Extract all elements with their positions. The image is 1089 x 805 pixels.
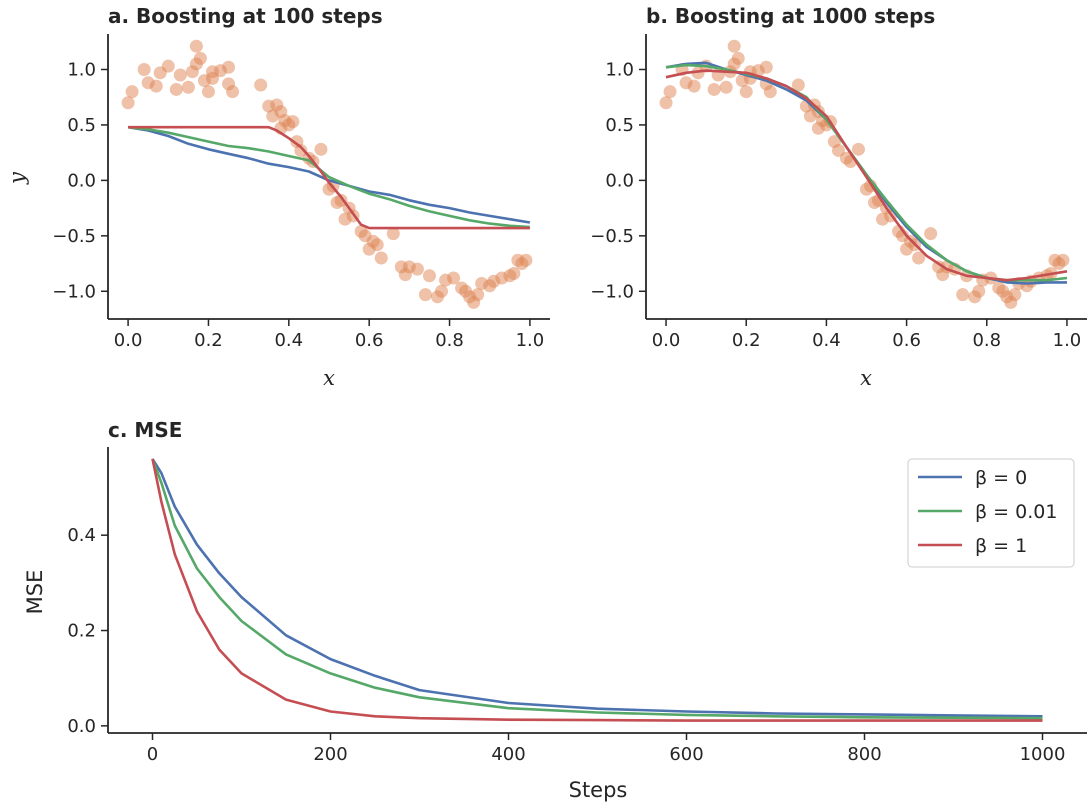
- x-tick-label: 600: [669, 744, 703, 765]
- scatter-point: [226, 85, 239, 98]
- x-tick-label: 1.0: [516, 330, 545, 351]
- scatter-point: [688, 80, 701, 93]
- x-tick-label: 0: [147, 744, 158, 765]
- y-tick-label: 1.0: [67, 59, 96, 80]
- x-tick-label: 0.8: [435, 330, 464, 351]
- x-tick-label: 0.2: [732, 330, 761, 351]
- scatter-point: [126, 85, 139, 98]
- x-tick-label: 200: [313, 744, 347, 765]
- scatter-point: [519, 254, 532, 267]
- scatter-point: [664, 85, 677, 98]
- x-tick-label: 400: [491, 744, 525, 765]
- scatter-point: [222, 61, 235, 74]
- legend-label: β = 0: [975, 467, 1027, 489]
- scatter-point: [122, 96, 135, 109]
- scatter-point: [760, 61, 773, 74]
- scatter-point: [375, 252, 388, 265]
- panel-a-title: a. Boosting at 100 steps: [108, 4, 383, 28]
- y-tick-label: −0.5: [52, 226, 96, 247]
- y-tick-label: 0.5: [605, 115, 634, 136]
- panel-c-title: c. MSE: [108, 418, 182, 442]
- x-tick-label: 0.0: [652, 330, 681, 351]
- x-tick-label: 0.4: [274, 330, 303, 351]
- panel-a-ylabel: y: [5, 171, 29, 185]
- panel-b-xlabel: x: [860, 366, 872, 390]
- scatter-point: [286, 115, 299, 128]
- scatter-point: [150, 80, 163, 93]
- x-tick-label: 0.6: [355, 330, 384, 351]
- scatter-point: [708, 83, 721, 96]
- scatter-point: [423, 269, 436, 282]
- scatter-point: [371, 238, 384, 251]
- panel-c-xlabel: Steps: [569, 778, 628, 802]
- y-tick-label: 0.0: [605, 170, 634, 191]
- x-tick-label: 0.6: [892, 330, 921, 351]
- series-line: [666, 65, 1067, 280]
- panel-a: a. Boosting at 100 steps 0.0 0.2 0.4 0.6 0.8…: [5, 4, 550, 390]
- scatter-point: [194, 52, 207, 65]
- scatter-point: [170, 83, 183, 96]
- scatter-point: [435, 285, 448, 298]
- scatter-point: [1008, 288, 1021, 301]
- legend-label: β = 1: [975, 535, 1027, 557]
- scatter-point: [411, 263, 424, 276]
- scatter-point: [740, 85, 753, 98]
- y-tick-label: −1.0: [52, 281, 96, 302]
- y-tick-label: 0.0: [67, 716, 96, 737]
- scatter-point: [732, 52, 745, 65]
- scatter-point: [852, 143, 865, 156]
- scatter-point: [956, 288, 969, 301]
- scatter-point: [174, 69, 187, 82]
- panel-c-ylabel: MSE: [23, 570, 47, 615]
- scatter-point: [728, 40, 741, 53]
- scatter-point: [138, 63, 151, 76]
- scatter-point: [314, 143, 327, 156]
- scatter-point: [182, 81, 195, 94]
- y-tick-label: −1.0: [590, 281, 634, 302]
- x-tick-label: 0.0: [114, 330, 143, 351]
- x-tick-label: 800: [847, 744, 881, 765]
- x-tick-label: 1000: [1020, 744, 1066, 765]
- x-tick-label: 0.4: [812, 330, 841, 351]
- legend: β = 0 β = 0.01 β = 1: [908, 459, 1074, 567]
- y-tick-label: 1.0: [605, 59, 634, 80]
- scatter-point: [720, 81, 733, 94]
- x-tick-label: 0.2: [194, 330, 223, 351]
- x-tick-label: 0.8: [972, 330, 1001, 351]
- scatter-point: [162, 60, 175, 73]
- legend-label: β = 0.01: [975, 501, 1057, 523]
- series-line: [666, 71, 1067, 281]
- panel-b: b. Boosting at 1000 steps 0.0 0.2 0.4 0.6 0.…: [590, 4, 1087, 390]
- scatter-point: [471, 288, 484, 301]
- scatter-point: [660, 96, 673, 109]
- scatter-point: [190, 40, 203, 53]
- scatter-point: [972, 285, 985, 298]
- y-tick-label: 0.5: [67, 115, 96, 136]
- scatter-point: [419, 288, 432, 301]
- scatter-point: [764, 85, 777, 98]
- scatter-point: [1056, 254, 1069, 267]
- y-tick-label: 0.0: [67, 170, 96, 191]
- panel-b-title: b. Boosting at 1000 steps: [646, 4, 935, 28]
- y-tick-label: 0.4: [67, 525, 96, 546]
- y-tick-label: −0.5: [590, 226, 634, 247]
- scatter-point: [202, 85, 215, 98]
- y-tick-label: 0.2: [67, 621, 96, 642]
- panel-a-xlabel: x: [323, 366, 335, 390]
- x-tick-label: 1.0: [1053, 330, 1082, 351]
- scatter-point: [254, 79, 267, 92]
- scatter-point: [924, 227, 937, 240]
- series-line: [128, 127, 530, 222]
